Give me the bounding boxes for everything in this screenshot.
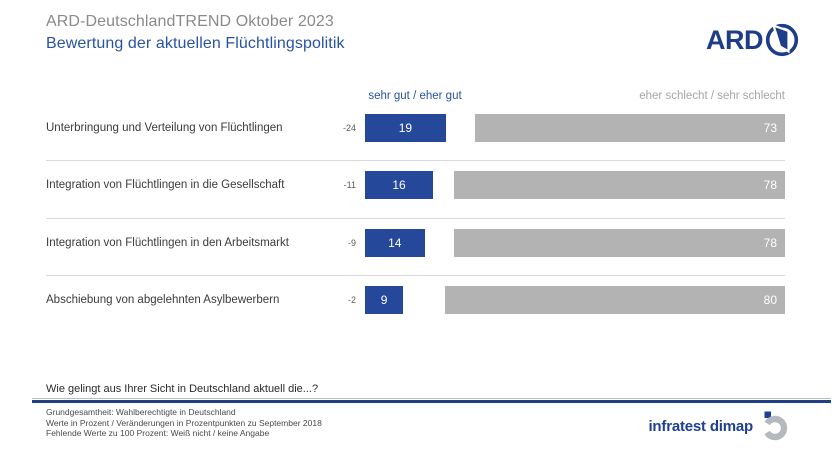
report-pretitle: ARD-DeutschlandTREND Oktober 2023	[46, 13, 334, 30]
legend-good-label: sehr gut / eher gut	[368, 90, 462, 102]
infratest-dimap-logo: infratest dimap	[648, 411, 788, 441]
ard-logo-text: ARD	[706, 25, 764, 55]
good-bar: 9	[365, 286, 404, 314]
footnotes: Grundgesamtheit: Wahlberechtigte in Deut…	[46, 407, 322, 439]
footnote-line: Werte in Prozent / Veränderungen in Proz…	[46, 417, 322, 428]
good-bar-value: 19	[398, 121, 413, 135]
page-title: Bewertung der aktuellen Flüchtlingspolit…	[46, 35, 345, 52]
footer-divider-dark	[32, 400, 831, 403]
table-row: Integration von Flüchtlingen in die Gese…	[0, 171, 834, 199]
row-change-value: -2	[347, 295, 356, 305]
table-row: Unterbringung und Verteilung von Flüchtl…	[0, 114, 834, 142]
row-label: Integration von Flüchtlingen in die Gese…	[46, 179, 285, 191]
footnote-line: Grundgesamtheit: Wahlberechtigte in Deut…	[46, 407, 236, 417]
good-bar-value: 9	[380, 293, 388, 307]
table-row: Abschiebung von abgelehnten Asylbewerber…	[0, 286, 834, 314]
footer-divider-light	[32, 398, 831, 399]
good-bar: 19	[365, 114, 446, 142]
row-change-value: -9	[347, 238, 356, 248]
row-divider	[46, 275, 785, 276]
bad-bar: 78	[453, 171, 785, 199]
row-label: Integration von Flüchtlingen in den Arbe…	[46, 237, 289, 249]
das-erste-one-icon	[763, 22, 800, 58]
row-divider	[46, 160, 785, 161]
bad-bar: 73	[474, 114, 785, 142]
survey-question: Wie gelingt aus Ihrer Sicht in Deutschla…	[46, 383, 319, 395]
row-divider	[46, 218, 785, 219]
bad-bar-value: 73	[763, 121, 777, 135]
good-bar-value: 16	[392, 178, 406, 192]
legend-bad-label: eher schlecht / sehr schlecht	[639, 90, 785, 102]
table-row: Integration von Flüchtlingen in den Arbe…	[0, 229, 834, 257]
good-bar: 14	[365, 229, 425, 257]
footnote-line: Fehlende Werte zu 100 Prozent: Weiß nich…	[46, 428, 270, 438]
row-label: Abschiebung von abgelehnten Asylbewerber…	[46, 294, 280, 306]
row-change-value: -24	[342, 123, 356, 133]
bad-bar: 78	[453, 229, 785, 257]
bad-bar: 80	[445, 286, 785, 314]
row-change-value: -11	[343, 180, 356, 190]
infratest-dimap-mark-icon	[753, 411, 788, 441]
bad-bar-value: 78	[763, 178, 777, 192]
infratest-dimap-logo-text: infratest dimap	[648, 417, 753, 435]
ard-logo: ARD	[706, 22, 800, 58]
good-bar: 16	[365, 171, 433, 199]
row-label: Unterbringung und Verteilung von Flüchtl…	[46, 122, 283, 134]
bad-bar-value: 80	[763, 293, 777, 307]
good-bar-value: 14	[388, 236, 402, 250]
bad-bar-value: 78	[763, 236, 777, 250]
